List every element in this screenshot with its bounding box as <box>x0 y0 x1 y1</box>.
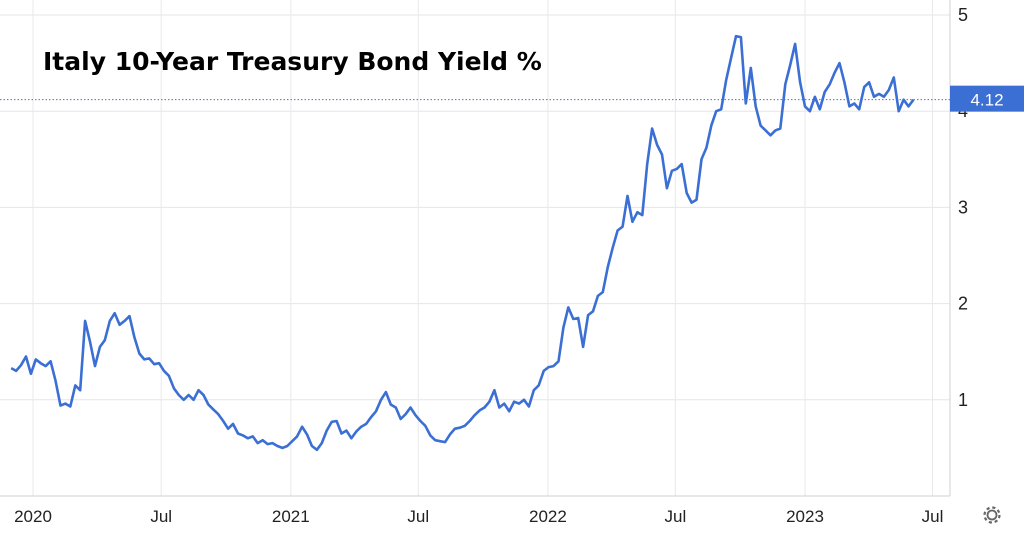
y-tick-label: 1 <box>958 390 968 410</box>
series-line <box>10 34 915 452</box>
x-tick-label: Jul <box>665 507 687 526</box>
x-tick-label: 2022 <box>529 507 567 526</box>
last-value-label: 4.12 <box>970 91 1003 110</box>
y-axis: 12345 <box>958 5 968 410</box>
last-value-badge-bg <box>950 85 1024 112</box>
y-tick-label: 3 <box>958 197 968 217</box>
x-tick-label: Jul <box>407 507 429 526</box>
x-tick-label: Jul <box>150 507 172 526</box>
x-tick-label: 2020 <box>14 507 52 526</box>
x-tick-label: 2023 <box>786 507 824 526</box>
x-tick-label: 2021 <box>272 507 310 526</box>
y-tick-label: 2 <box>958 294 968 314</box>
x-tick-label: Jul <box>922 507 944 526</box>
last-value-badge: 4.12 <box>950 85 1024 112</box>
chart-title: Italy 10-Year Treasury Bond Yield % <box>43 47 542 76</box>
grid <box>0 0 950 496</box>
gear-icon[interactable] <box>982 505 1003 526</box>
x-axis: 2020 Jul 2021 Jul 2022 Jul 2023 Jul <box>14 507 943 526</box>
y-tick-label: 5 <box>958 5 968 25</box>
